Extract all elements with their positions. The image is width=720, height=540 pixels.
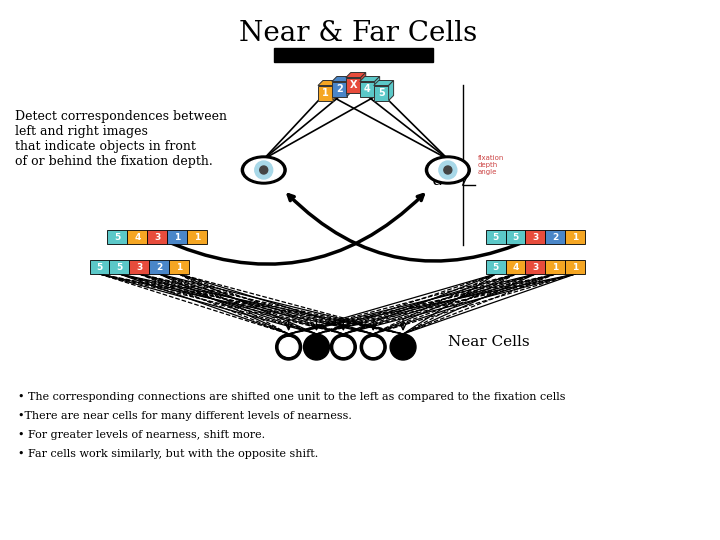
- Bar: [130, 260, 149, 274]
- Text: 5: 5: [378, 88, 384, 98]
- Text: 1: 1: [176, 262, 182, 272]
- Text: 1: 1: [174, 233, 180, 241]
- Circle shape: [276, 334, 302, 360]
- Text: 2: 2: [336, 84, 343, 94]
- Bar: [148, 230, 167, 244]
- Bar: [486, 230, 505, 244]
- Text: 1: 1: [572, 262, 578, 272]
- Ellipse shape: [241, 156, 286, 184]
- Text: 5: 5: [492, 233, 499, 241]
- Text: • Far cells work similarly, but with the opposite shift.: • Far cells work similarly, but with the…: [18, 449, 318, 459]
- Text: 3: 3: [154, 233, 161, 241]
- Polygon shape: [332, 77, 352, 82]
- Bar: [374, 85, 389, 100]
- Bar: [526, 230, 545, 244]
- Circle shape: [390, 334, 416, 360]
- Text: 5: 5: [513, 233, 518, 241]
- Text: 3: 3: [136, 262, 143, 272]
- Text: 4: 4: [134, 233, 140, 241]
- Text: 4: 4: [364, 84, 371, 94]
- Text: d: d: [432, 171, 444, 189]
- Polygon shape: [347, 77, 352, 97]
- Bar: [565, 260, 585, 274]
- Text: •There are near cells for many different levels of nearness.: •There are near cells for many different…: [18, 411, 352, 421]
- Circle shape: [334, 338, 353, 356]
- Text: fixation
depth
angle: fixation depth angle: [477, 155, 504, 175]
- Text: 1: 1: [322, 88, 329, 98]
- Bar: [505, 260, 526, 274]
- Ellipse shape: [245, 159, 283, 181]
- Bar: [346, 78, 361, 92]
- Text: 1: 1: [552, 262, 559, 272]
- Bar: [89, 260, 109, 274]
- Circle shape: [330, 334, 356, 360]
- Circle shape: [304, 334, 330, 360]
- Text: 3: 3: [532, 262, 539, 272]
- Polygon shape: [374, 77, 379, 97]
- Ellipse shape: [426, 156, 470, 184]
- Circle shape: [444, 166, 452, 174]
- Text: • The corresponding connections are shifted one unit to the left as compared to : • The corresponding connections are shif…: [18, 392, 565, 402]
- Polygon shape: [333, 80, 338, 100]
- Bar: [505, 230, 526, 244]
- Polygon shape: [361, 72, 366, 92]
- Text: 5: 5: [492, 262, 499, 272]
- Bar: [486, 260, 505, 274]
- Polygon shape: [346, 72, 366, 78]
- Text: 1: 1: [194, 233, 200, 241]
- Circle shape: [260, 166, 268, 174]
- Text: 5: 5: [117, 262, 122, 272]
- Text: 3: 3: [532, 233, 539, 241]
- Ellipse shape: [429, 159, 467, 181]
- Bar: [274, 48, 433, 62]
- Polygon shape: [318, 80, 338, 85]
- Text: 5: 5: [96, 262, 103, 272]
- Text: Near Cells: Near Cells: [448, 335, 529, 349]
- Text: 2: 2: [156, 262, 162, 272]
- Bar: [167, 230, 187, 244]
- Polygon shape: [360, 77, 379, 82]
- Bar: [187, 230, 207, 244]
- Bar: [545, 230, 565, 244]
- Circle shape: [439, 161, 456, 179]
- Circle shape: [364, 338, 382, 356]
- Polygon shape: [389, 80, 394, 100]
- Bar: [360, 82, 374, 97]
- Text: 5: 5: [114, 233, 120, 241]
- Circle shape: [255, 161, 273, 179]
- Circle shape: [279, 338, 298, 356]
- Bar: [318, 85, 333, 100]
- Bar: [127, 230, 148, 244]
- Bar: [526, 260, 545, 274]
- Bar: [332, 82, 347, 97]
- Text: 4: 4: [513, 262, 518, 272]
- Bar: [169, 260, 189, 274]
- Text: 1: 1: [572, 233, 578, 241]
- Text: 0: 0: [425, 50, 431, 60]
- Circle shape: [360, 334, 386, 360]
- Text: Near & Far Cells: Near & Far Cells: [239, 20, 477, 47]
- Bar: [109, 260, 130, 274]
- Bar: [545, 260, 565, 274]
- Bar: [565, 230, 585, 244]
- Text: X: X: [349, 80, 357, 90]
- Polygon shape: [374, 80, 394, 85]
- Text: • For greater levels of nearness, shift more.: • For greater levels of nearness, shift …: [18, 430, 265, 440]
- Text: Detect correspondences between
left and right images
that indicate objects in fr: Detect correspondences between left and …: [15, 110, 227, 168]
- Text: 2: 2: [552, 233, 559, 241]
- Bar: [107, 230, 127, 244]
- Bar: [149, 260, 169, 274]
